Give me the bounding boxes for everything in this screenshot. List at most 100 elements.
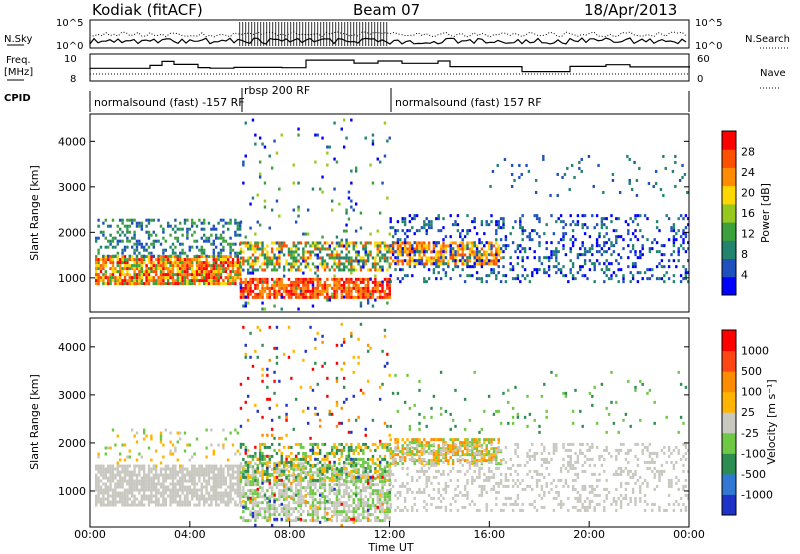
- echo-cell: [217, 443, 220, 447]
- echo-cell: [340, 238, 343, 242]
- echo-cell: [246, 475, 250, 479]
- echo-cell: [366, 445, 370, 449]
- echo-cell: [350, 489, 353, 493]
- echo-cell: [290, 495, 293, 499]
- echo-cell: [126, 261, 129, 265]
- echo-cell: [212, 473, 215, 477]
- echo-cell: [270, 427, 274, 431]
- echo-cell: [359, 477, 363, 481]
- echo-cell: [256, 469, 259, 473]
- echo-cell: [171, 491, 175, 495]
- echo-cell: [226, 255, 230, 259]
- echo-cell: [533, 229, 536, 233]
- echo-cell: [266, 489, 269, 493]
- echo-cell: [323, 457, 327, 461]
- echo-cell: [516, 244, 520, 248]
- echo-cell: [138, 221, 141, 225]
- echo-cell: [285, 457, 288, 461]
- echo-cell: [128, 279, 131, 283]
- echo-cell: [128, 267, 131, 271]
- echo-cell: [207, 497, 211, 501]
- echo-cell: [686, 190, 689, 194]
- echo-cell: [495, 220, 498, 224]
- echo-cell: [587, 154, 591, 158]
- echo-cell: [181, 503, 184, 507]
- echo-cell: [126, 282, 129, 286]
- echo-cell: [94, 497, 98, 501]
- echo-cell: [538, 259, 541, 263]
- echo-cell: [388, 495, 391, 499]
- echo-cell: [639, 250, 642, 254]
- echo-cell: [157, 497, 160, 501]
- echo-cell: [242, 286, 245, 290]
- echo-cell: [342, 265, 346, 269]
- echo-cell: [364, 262, 367, 266]
- echo-cell: [567, 280, 570, 284]
- echo-cell: [236, 270, 239, 274]
- echo-cell: [222, 479, 225, 483]
- echo-cell: [111, 497, 115, 501]
- echo-cell: [538, 268, 541, 272]
- echo-cell: [330, 292, 334, 296]
- echo-cell: [413, 265, 416, 269]
- echo-cell: [268, 504, 271, 508]
- echo-cell: [423, 265, 426, 269]
- echo-cell: [150, 279, 153, 283]
- echo-cell: [258, 172, 262, 176]
- echo-cell: [162, 227, 165, 231]
- echo-cell: [154, 491, 158, 495]
- echo-cell: [275, 268, 279, 272]
- echo-cell: [357, 355, 360, 359]
- echo-cell: [362, 286, 365, 290]
- echo-cell: [306, 486, 310, 490]
- echo-cell: [219, 255, 223, 259]
- echo-cell: [290, 489, 293, 493]
- echo-cell: [219, 251, 223, 255]
- echo-cell: [316, 256, 319, 260]
- echo-cell: [648, 247, 652, 251]
- echo-cell: [340, 523, 343, 527]
- echo-cell: [326, 495, 329, 499]
- echo-cell: [430, 256, 433, 260]
- echo-cell: [178, 467, 182, 471]
- echo-cell: [147, 236, 151, 240]
- echo-cell: [275, 262, 279, 266]
- echo-cell: [534, 178, 538, 182]
- echo-cell: [636, 256, 640, 260]
- echo-cell: [321, 466, 324, 470]
- echo-cell: [249, 480, 252, 484]
- echo-cell: [309, 289, 312, 293]
- echo-cell: [207, 236, 211, 240]
- echo-cell: [335, 519, 339, 523]
- echo-cell: [600, 253, 604, 257]
- echo-cell: [210, 494, 213, 498]
- echo-cell: [432, 247, 436, 251]
- echo-cell: [287, 250, 291, 254]
- echo-cell: [102, 503, 105, 507]
- echo-cell: [435, 453, 438, 457]
- echo-cell: [273, 513, 276, 517]
- echo-cell: [430, 262, 433, 266]
- echo-cell: [121, 464, 124, 468]
- echo-cell: [323, 361, 327, 365]
- echo-cell: [261, 454, 264, 458]
- echo-cell: [321, 256, 324, 260]
- echo-cell: [236, 431, 239, 435]
- echo-cell: [461, 229, 464, 233]
- echo-cell: [193, 494, 196, 498]
- echo-cell: [268, 325, 271, 329]
- echo-cell: [102, 494, 105, 498]
- echo-cell: [413, 217, 416, 221]
- echo-cell: [244, 277, 247, 281]
- echo-cell: [333, 268, 336, 272]
- echo-cell: [381, 181, 384, 185]
- echo-cell: [378, 510, 382, 514]
- echo-cell: [195, 239, 199, 243]
- echo-cell: [147, 467, 151, 471]
- echo-cell: [318, 418, 322, 422]
- echo-cell: [383, 508, 387, 512]
- echo-cell: [102, 273, 105, 277]
- echo-cell: [485, 259, 488, 263]
- echo-cell: [150, 470, 153, 474]
- echo-cell: [586, 250, 589, 254]
